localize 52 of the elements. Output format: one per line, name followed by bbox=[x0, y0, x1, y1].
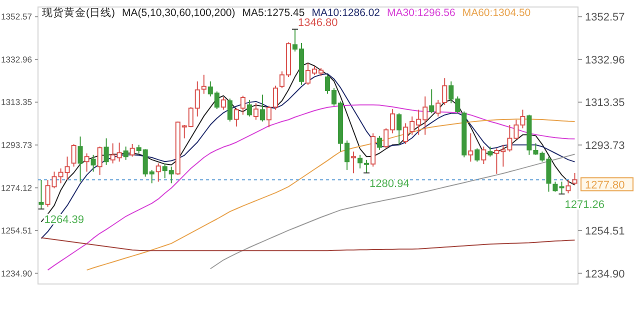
candlestick bbox=[156, 162, 161, 182]
candlestick bbox=[220, 96, 226, 110]
candlestick bbox=[396, 112, 402, 146]
text: MA5:1275.45 bbox=[242, 7, 305, 19]
candlestick bbox=[260, 94, 265, 122]
candlestick bbox=[78, 136, 83, 182]
y-tick-label: 1352.57 bbox=[1, 12, 32, 22]
y-tick-label: 1332.96 bbox=[1, 54, 32, 64]
y-tick-label: 1313.35 bbox=[1, 97, 32, 108]
annotation: 1280.94 bbox=[370, 178, 410, 190]
candlestick bbox=[84, 152, 90, 172]
candlestick bbox=[364, 159, 370, 174]
y2-tick-label: 1313.35 bbox=[585, 97, 625, 110]
y-tick-label: 1274.12 bbox=[1, 182, 32, 193]
y2-tick-label: 1352.57 bbox=[585, 12, 625, 24]
candlestick bbox=[227, 98, 232, 122]
y-tick-label: 1254.51 bbox=[1, 226, 32, 236]
candlestick bbox=[123, 146, 128, 160]
chart-title: 现货黄金(日线) bbox=[42, 6, 115, 19]
candlestick bbox=[481, 146, 486, 165]
candlestick bbox=[97, 146, 102, 176]
candlestick bbox=[104, 138, 109, 166]
text: MA60:1304.50 bbox=[462, 7, 531, 19]
y2-tick-label: 1293.73 bbox=[585, 140, 625, 152]
candlestick bbox=[377, 135, 382, 150]
candlestick bbox=[246, 99, 252, 117]
candlestick bbox=[351, 151, 356, 174]
text: MA30:1296.56 bbox=[387, 7, 456, 19]
candlestick bbox=[234, 108, 239, 128]
y2-tick-label: 1254.51 bbox=[585, 226, 625, 238]
candlestick bbox=[429, 88, 434, 114]
candlestick bbox=[71, 144, 76, 168]
candlestick bbox=[90, 154, 96, 172]
candlestick bbox=[468, 132, 474, 162]
candlestick bbox=[358, 154, 363, 169]
candlestick bbox=[130, 143, 135, 158]
candlestick bbox=[240, 95, 246, 116]
y2-tick-label: 1332.96 bbox=[585, 54, 625, 66]
candlestick bbox=[253, 102, 258, 120]
candlestick bbox=[566, 179, 571, 194]
candlestick bbox=[201, 74, 206, 94]
candlestick bbox=[474, 148, 480, 162]
chart-subtitle: MA(5,10,30,60,100,200) bbox=[122, 7, 236, 19]
text: MA10:1286.02 bbox=[312, 7, 380, 19]
annotation: 1271.26 bbox=[564, 199, 604, 212]
y-tick-label: 1234.90 bbox=[1, 268, 32, 278]
ref-line-label: 1277.80 bbox=[585, 180, 625, 192]
annotation: 1346.80 bbox=[298, 17, 338, 30]
y2-tick-label: 1234.90 bbox=[585, 268, 625, 280]
y-tick-label: 1293.73 bbox=[1, 140, 32, 150]
candlestick bbox=[572, 172, 578, 186]
candlestick bbox=[488, 146, 493, 158]
